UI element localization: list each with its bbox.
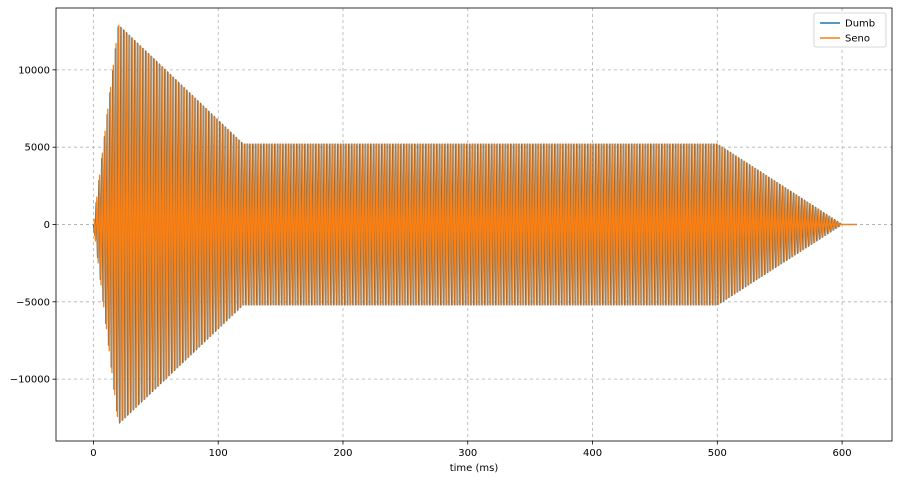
- x-tick-label: 100: [209, 448, 228, 459]
- y-axis: −10000 −5000 0 5000 10000: [10, 65, 56, 386]
- legend-label: Seno: [845, 34, 870, 45]
- x-tick-label: 600: [833, 448, 852, 459]
- x-tick-label: 500: [708, 448, 727, 459]
- x-axis: 0 100 200 300 400 500 600: [90, 441, 852, 459]
- x-axis-label: time (ms): [450, 463, 499, 474]
- y-tick-label: 10000: [18, 65, 50, 76]
- y-tick-label: −5000: [16, 297, 50, 308]
- x-tick-label: 300: [458, 448, 477, 459]
- x-tick-label: 400: [583, 448, 602, 459]
- legend: Dumb Seno: [813, 12, 887, 48]
- y-tick-label: 0: [44, 220, 50, 231]
- y-tick-label: 5000: [25, 143, 50, 154]
- y-tick-label: −10000: [10, 375, 50, 386]
- series-line-seno: [93, 24, 858, 423]
- series-layer: [92, 24, 858, 424]
- x-tick-label: 200: [333, 448, 352, 459]
- x-tick-label: 0: [90, 448, 96, 459]
- legend-label: Dumb: [845, 19, 875, 30]
